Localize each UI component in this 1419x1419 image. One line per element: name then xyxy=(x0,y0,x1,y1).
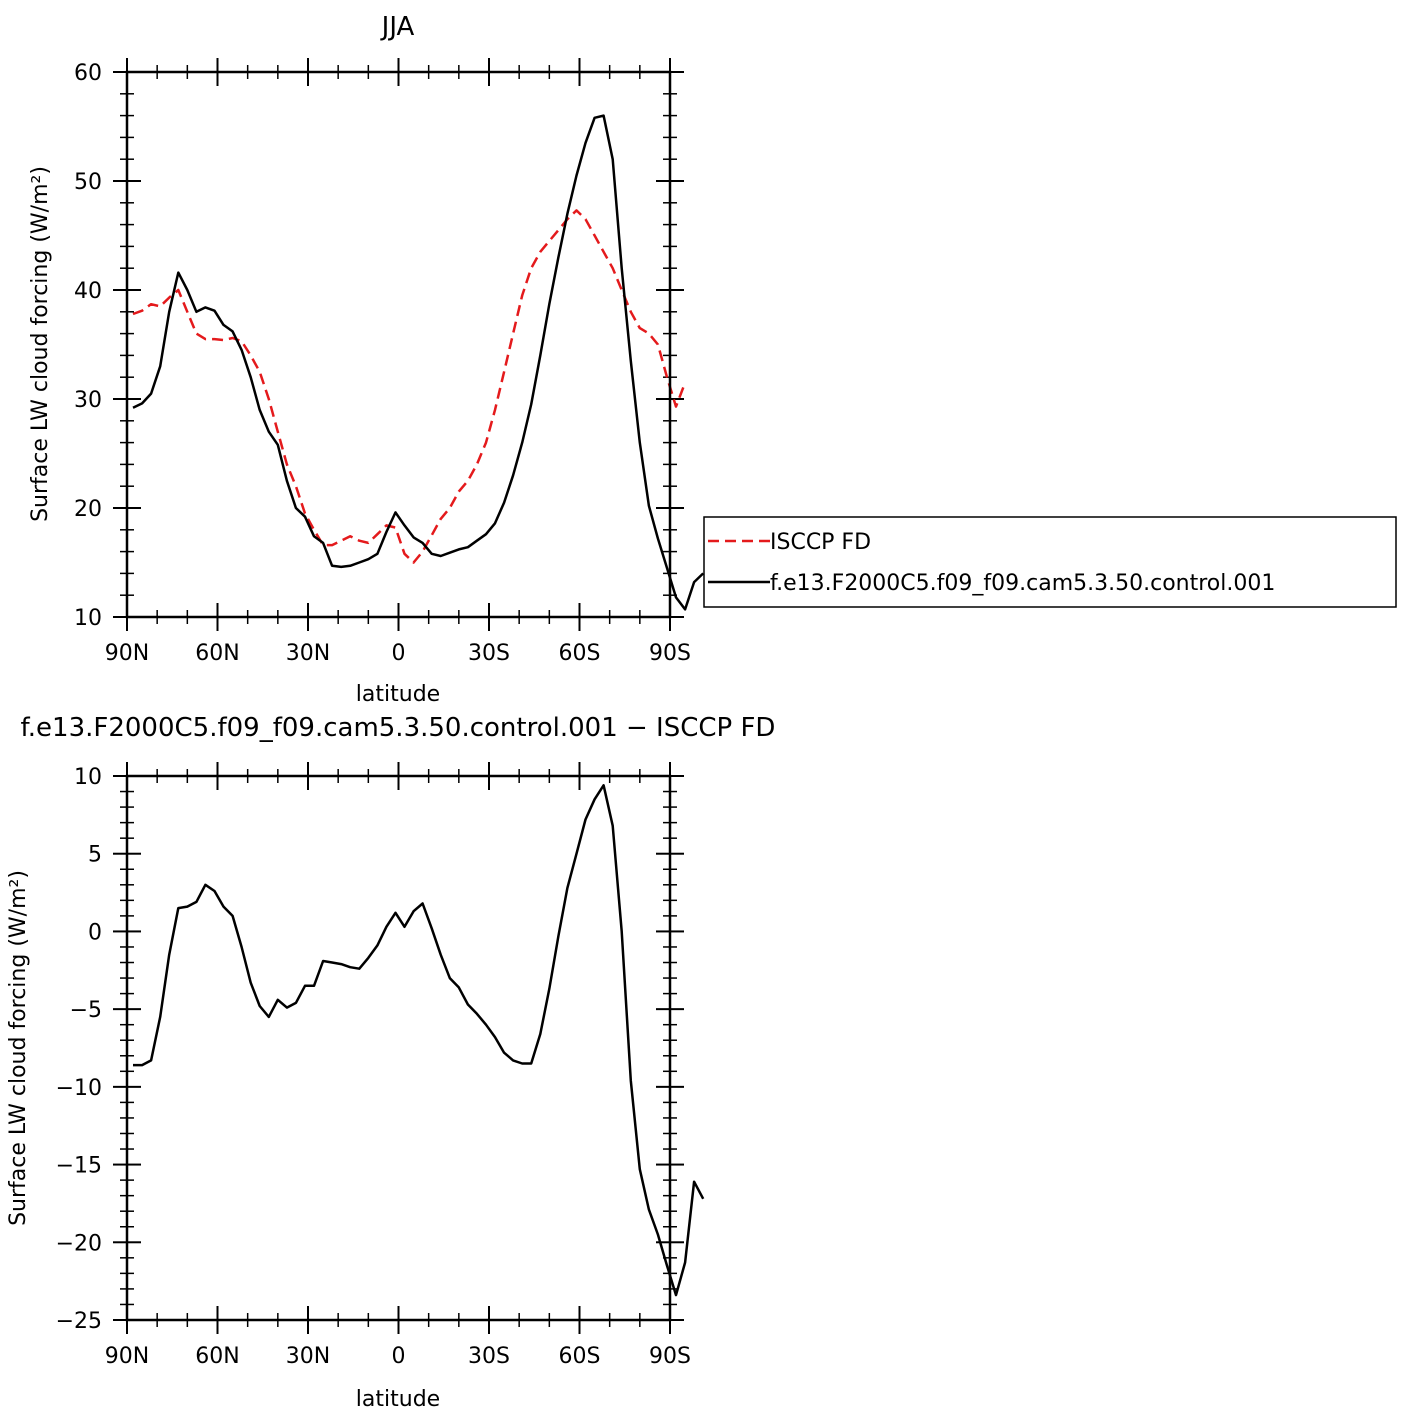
y-tick-label: 10 xyxy=(74,765,102,790)
y-tick-label: 30 xyxy=(74,388,102,413)
y-tick-label: 10 xyxy=(74,606,102,631)
x-tick-label: 60N xyxy=(195,641,239,666)
bottom-tick-labels: 90N 60N 30N 0 30S 60S 90S −25 −20 −15 −10 −5 0 5 10 xyxy=(56,765,691,1369)
top-axis-ticks xyxy=(113,58,684,631)
y-tick-label: −5 xyxy=(70,998,102,1023)
y-tick-label: 40 xyxy=(74,279,102,304)
y-tick-label: −20 xyxy=(56,1231,102,1256)
x-tick-label: 0 xyxy=(392,1344,406,1369)
bottom-plot-frame xyxy=(125,774,672,1322)
x-tick-label: 60N xyxy=(195,1344,239,1369)
bottom-data-lines xyxy=(133,784,705,1297)
x-tick-label: 30N xyxy=(286,1344,330,1369)
x-tick-label: 90S xyxy=(649,641,691,666)
legend-box xyxy=(703,516,1397,608)
bottom-panel: f.e13.F2000C5.f09_f09.cam5.3.50.control.… xyxy=(6,713,775,1412)
x-tick-label: 60S xyxy=(559,641,601,666)
x-tick-label: 90N xyxy=(105,641,149,666)
bottom-axis-ticks xyxy=(113,762,684,1334)
legend: ISCCP FD f.e13.F2000C5.f09_f09.cam5.3.50… xyxy=(703,516,1397,608)
top-data-lines xyxy=(132,114,705,611)
y-tick-label: −10 xyxy=(56,1076,102,1101)
top-panel: JJA 90N 60N 30N 0 30S 60S 90S 10 20 30 40 50 60 lati… xyxy=(28,12,1397,707)
bottom-x-axis-title: latitude xyxy=(356,1387,440,1412)
legend-label-isccp: ISCCP FD xyxy=(770,530,871,555)
y-tick-label: 60 xyxy=(74,61,102,86)
top-y-axis-title: Surface LW cloud forcing (W/m²) xyxy=(28,166,53,522)
legend-label-model: f.e13.F2000C5.f09_f09.cam5.3.50.control.… xyxy=(770,571,1275,596)
x-tick-label: 0 xyxy=(392,641,406,666)
y-tick-label: 20 xyxy=(74,497,102,522)
series-line-0 xyxy=(132,209,687,564)
x-tick-label: 90N xyxy=(105,1344,149,1369)
series-line-1 xyxy=(132,114,705,611)
y-tick-label: −15 xyxy=(56,1154,102,1179)
bottom-y-axis-title: Surface LW cloud forcing (W/m²) xyxy=(6,870,31,1226)
top-plot-title: JJA xyxy=(380,12,415,42)
y-tick-label: 5 xyxy=(88,843,102,868)
x-tick-label: 30N xyxy=(286,641,330,666)
top-tick-labels: 90N 60N 30N 0 30S 60S 90S 10 20 30 40 50 60 xyxy=(74,61,691,666)
x-tick-label: 30S xyxy=(468,1344,510,1369)
y-tick-label: 50 xyxy=(74,170,102,195)
y-tick-label: 0 xyxy=(88,920,102,945)
x-tick-label: 60S xyxy=(559,1344,601,1369)
bottom-plot-title: f.e13.F2000C5.f09_f09.cam5.3.50.control.… xyxy=(21,713,776,743)
series-line-0 xyxy=(133,784,705,1297)
y-tick-label: −25 xyxy=(56,1309,102,1334)
x-tick-label: 30S xyxy=(468,641,510,666)
top-plot-frame xyxy=(125,70,672,619)
x-tick-label: 90S xyxy=(649,1344,691,1369)
top-x-axis-title: latitude xyxy=(356,682,440,707)
